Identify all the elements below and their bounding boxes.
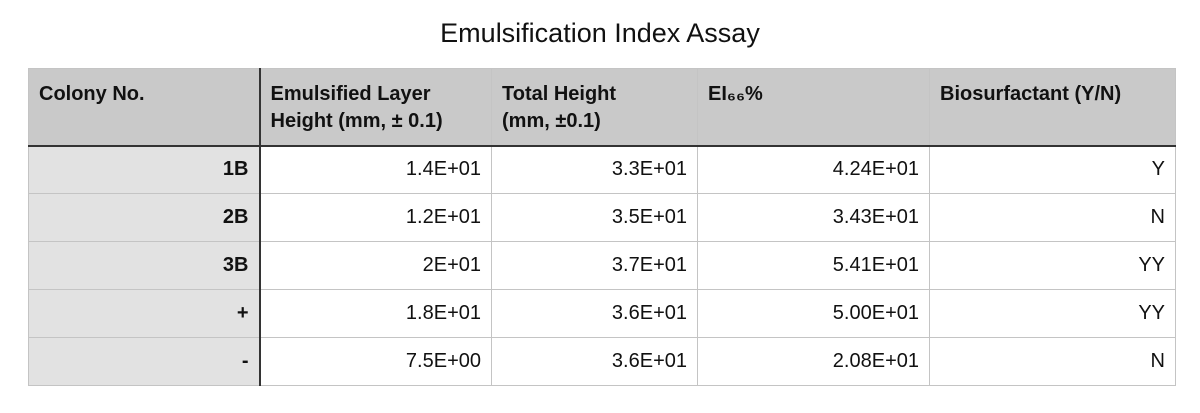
table-cell: 4.24E+01: [697, 145, 930, 194]
table-cell: 1.4E+01: [259, 145, 492, 194]
table-title: Emulsification Index Assay: [440, 18, 760, 48]
header-cell: Emulsified Layer Height (mm, ± 0.1): [259, 68, 492, 147]
header-cell: Total Height (mm, ±0.1): [491, 68, 698, 147]
data-table: Colony No. Emulsified Layer Height (mm, ±…: [28, 68, 1176, 386]
table-cell: 7.5E+00: [259, 337, 492, 386]
row-label: 1B: [28, 145, 261, 194]
table-cell: 3.6E+01: [491, 289, 698, 338]
table-cell: 1.8E+01: [259, 289, 492, 338]
table-cell: 5.41E+01: [697, 241, 930, 290]
table-cell: 3.6E+01: [491, 337, 698, 386]
table-cell: N: [929, 337, 1176, 386]
table-cell: 3.43E+01: [697, 193, 930, 242]
row-label: +: [28, 289, 261, 338]
header-cell: Colony No.: [28, 68, 261, 147]
table-cell: YY: [929, 289, 1176, 338]
header-cell: EI₆₆%: [697, 68, 930, 147]
table-row: 3B 2E+01 3.7E+01 5.41E+01 YY: [28, 241, 1176, 290]
header-cell: Biosurfactant (Y/N): [929, 68, 1176, 147]
table-cell: 3.7E+01: [491, 241, 698, 290]
table-cell: 1.2E+01: [259, 193, 492, 242]
table-row: +1.8E+01 3.6E+01 5.00E+01 YY: [28, 289, 1176, 338]
table-cell: 3.5E+01: [491, 193, 698, 242]
table-row: 2B 1.2E+01 3.5E+01 3.43E+01 N: [28, 193, 1176, 242]
table-cell: YY: [929, 241, 1176, 290]
table-cell: 5.00E+01: [697, 289, 930, 338]
table-cell: Y: [929, 145, 1176, 194]
row-label: 3B: [28, 241, 261, 290]
table-cell: 3.3E+01: [491, 145, 698, 194]
row-label: -: [28, 337, 261, 386]
table-cell: 2.08E+01: [697, 337, 930, 386]
table-cell: 2E+01: [259, 241, 492, 290]
table-row: 1B 1.4E+01 3.3E+01 4.24E+01 Y: [28, 145, 1176, 194]
table-cell: N: [929, 193, 1176, 242]
row-label: 2B: [28, 193, 261, 242]
table-row: -7.5E+00 3.6E+01 2.08E+01 N: [28, 337, 1176, 386]
header-row: Colony No. Emulsified Layer Height (mm, ±…: [28, 68, 1176, 147]
